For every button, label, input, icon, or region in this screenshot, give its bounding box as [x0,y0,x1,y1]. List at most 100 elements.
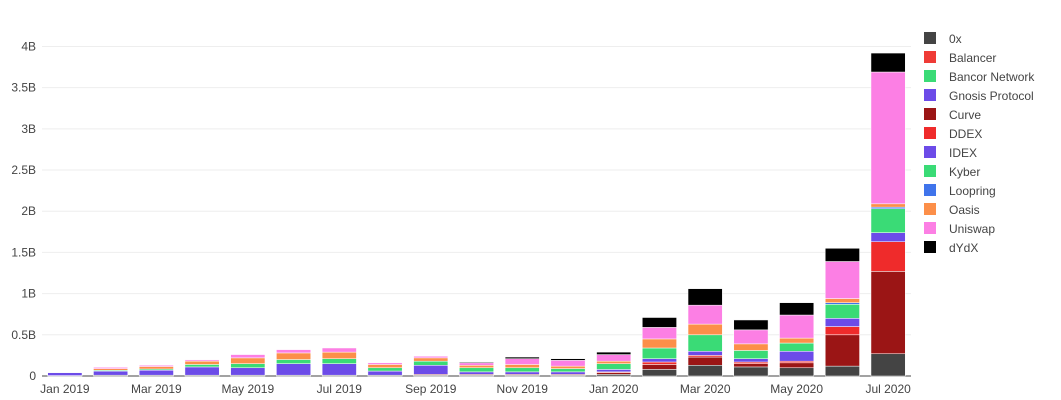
bar-stack [367,362,403,377]
bar-segment [504,367,540,373]
legend-label: Uniswap [949,222,995,236]
y-tick-label: 2B [21,204,36,218]
y-tick-label: 0.5B [11,328,36,342]
bar-stack [779,302,815,377]
bar-segment [276,352,311,360]
bar-segment [824,365,860,377]
legend-item[interactable]: dYdX [924,241,978,255]
legend-item[interactable]: Oasis [924,203,980,217]
bar-segment [276,363,311,376]
legend-swatch [924,32,936,44]
bar-segment [230,354,266,359]
x-tick-label: Sep 2019 [405,382,457,396]
bar-segment [138,366,174,370]
bar-stack [321,347,357,377]
legend-item[interactable]: Kyber [924,165,980,179]
bar-segment [687,365,723,377]
bar-segment [733,358,769,363]
bars [47,52,906,377]
x-tick-label: May 2019 [221,382,274,396]
bar-segment [504,358,540,365]
bar-segment [413,360,449,366]
x-tick-label: Jan 2020 [589,382,639,396]
legend-item[interactable]: Balancer [924,51,996,65]
bar-segment [870,353,906,377]
legend-swatch [924,70,936,82]
bar-segment [459,365,494,369]
legend-label: Balancer [949,51,996,65]
bar-segment [276,359,311,364]
bar-segment [870,52,906,73]
bar-segment [459,361,494,364]
x-tick-label: Mar 2020 [680,382,731,396]
bar-segment [824,318,860,327]
bar-segment [459,367,494,373]
bar-segment [596,363,632,370]
bar-segment [870,232,906,242]
bar-segment [504,356,540,359]
bar-segment [824,298,860,303]
y-axis: 0 0.5B 1B 1.5B 2B 2.5B 3B 3.5B 4B [11,39,36,383]
legend-item[interactable]: Uniswap [924,222,995,236]
bar-segment [184,359,220,362]
bar-segment [367,370,403,376]
bar-segment [733,319,769,331]
bar-segment [824,261,860,299]
bar-segment [687,323,723,336]
y-tick-label: 4B [21,39,36,53]
bar-segment [779,342,815,352]
bar-segment [47,372,83,376]
legend-swatch [924,165,936,177]
bar-segment [93,370,129,376]
bar-segment [733,366,769,377]
bar-segment [642,338,677,349]
bar-segment [687,334,723,352]
bar-segment [367,362,403,365]
y-tick-label: 1.5B [11,245,36,259]
legend-item[interactable]: Loopring [924,184,996,198]
x-axis: Jan 2019 Mar 2019 May 2019 Jul 2019 Sep 2019… [40,382,911,396]
bar-segment [321,358,357,364]
bar-segment [687,304,723,325]
bar-segment [413,355,449,359]
x-tick-label: Mar 2019 [131,382,182,396]
legend-item[interactable]: Gnosis Protocol [924,89,1034,103]
x-tick-label: May 2020 [770,382,823,396]
bar-segment [459,371,494,375]
bar-stack [596,351,632,377]
bar-segment [779,337,815,344]
legend-label: dYdX [949,241,978,255]
bar-stack [93,367,129,377]
bar-stack [870,52,906,377]
legend-item[interactable]: Bancor Network [924,70,1035,84]
bar-segment [550,371,586,375]
bar-segment [870,71,906,205]
bar-segment [687,288,723,306]
legend-label: Oasis [949,203,980,217]
legend-item[interactable]: 0x [924,32,962,46]
y-tick-label: 3.5B [11,81,36,95]
bar-segment [870,241,906,272]
bar-segment [550,360,586,367]
x-tick-label: Jan 2019 [40,382,90,396]
bar-stack [824,248,860,377]
bar-segment [550,365,586,369]
bar-stack [642,317,677,377]
bar-segment [138,365,174,367]
x-tick-label: Jul 2020 [865,382,911,396]
bar-stack [47,372,83,377]
bar-segment [413,357,449,362]
bar-segment [733,350,769,359]
legend-item[interactable]: IDEX [924,146,977,160]
bar-segment [733,363,769,368]
legend-swatch [924,203,936,215]
bar-segment [642,358,677,363]
bar-segment [184,364,220,368]
legend-item[interactable]: DDEX [924,127,982,141]
legend-label: 0x [949,32,962,46]
legend-item[interactable]: Curve [924,108,981,122]
y-tick-label: 2.5B [11,163,36,177]
legend-swatch [924,108,936,120]
bar-segment [596,360,632,364]
